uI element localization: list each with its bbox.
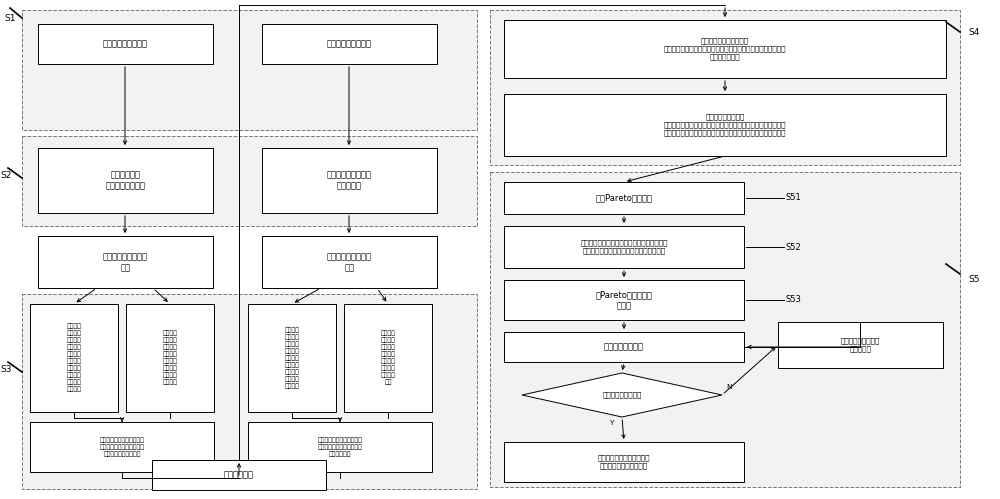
Text: 迭代次数超出预设值: 迭代次数超出预设值	[602, 392, 642, 398]
Text: S3: S3	[0, 365, 12, 375]
FancyBboxPatch shape	[30, 304, 118, 412]
Polygon shape	[522, 373, 722, 417]
Text: 将待预测日的日类型作为发
电神经网络的输入，获取待
预测日的负荷: 将待预测日的日类型作为发 电神经网络的输入，获取待 预测日的负荷	[318, 437, 362, 457]
Text: 与粒子群优化算法交
换迭代结果: 与粒子群优化算法交 换迭代结果	[841, 338, 880, 352]
FancyBboxPatch shape	[22, 294, 477, 489]
FancyBboxPatch shape	[126, 304, 214, 412]
FancyBboxPatch shape	[490, 10, 960, 165]
FancyBboxPatch shape	[504, 442, 744, 482]
Text: 以待预测
日的气象
类型在发
电相似日
筛选模型
中选择相
应气象类
型聚类的
历史光伏
发电数据: 以待预测 日的气象 类型在发 电相似日 筛选模型 中选择相 应气象类 型聚类的 …	[66, 324, 82, 392]
Text: 求Pareto最优点集的
最优解: 求Pareto最优点集的 最优解	[596, 290, 652, 310]
FancyBboxPatch shape	[38, 24, 213, 64]
Text: 将微电网控制参数及约束条件作为人工蜂群算
法、粒子群优化算法的输入参数和约束条件: 将微电网控制参数及约束条件作为人工蜂群算 法、粒子群优化算法的输入参数和约束条件	[580, 240, 668, 254]
FancyBboxPatch shape	[344, 304, 432, 412]
FancyBboxPatch shape	[262, 148, 437, 213]
FancyBboxPatch shape	[262, 24, 437, 64]
Text: 建立发电相似日筛选
模型: 建立发电相似日筛选 模型	[103, 252, 148, 272]
FancyBboxPatch shape	[504, 226, 744, 268]
Text: 人工蜂群算法迭代: 人工蜂群算法迭代	[604, 342, 644, 351]
FancyBboxPatch shape	[248, 422, 432, 472]
Text: 建立发电训练数据集: 建立发电训练数据集	[103, 39, 148, 48]
Text: S1: S1	[4, 14, 16, 23]
Text: 获取当日成本优化目标：
燃料消耗成本、发电单元运行管理成本、维护成本、微电网和配
电网的交互成本: 获取当日成本优化目标： 燃料消耗成本、发电单元运行管理成本、维护成本、微电网和配…	[664, 37, 786, 60]
FancyBboxPatch shape	[262, 236, 437, 288]
FancyBboxPatch shape	[490, 172, 960, 487]
Text: 获取当日约束条件：
电功率平衡约束、冷或热功率平衡约束、发电容量限制约束、可
控微源爬坡率约束、联络线传输容量约束、蓄电池存储容量约束: 获取当日约束条件： 电功率平衡约束、冷或热功率平衡约束、发电容量限制约束、可 控…	[664, 114, 786, 136]
FancyBboxPatch shape	[22, 136, 477, 226]
Text: 剔除异常数据，以日
类型为聚类: 剔除异常数据，以日 类型为聚类	[327, 171, 372, 191]
Text: 建立Pareto最优点集: 建立Pareto最优点集	[596, 194, 652, 203]
FancyBboxPatch shape	[504, 280, 744, 320]
Text: S51: S51	[786, 194, 802, 203]
FancyBboxPatch shape	[38, 148, 213, 213]
FancyBboxPatch shape	[504, 20, 946, 78]
Text: 建立负荷训练数据集: 建立负荷训练数据集	[327, 39, 372, 48]
Text: 以待预测
日的气象
类型在发
电训练数
据集中选
择相应气
象类型的
训练数据: 以待预测 日的气象 类型在发 电训练数 据集中选 择相应气 象类型的 训练数据	[162, 331, 178, 385]
Text: 建立负荷相似日筛选
模型: 建立负荷相似日筛选 模型	[327, 252, 372, 272]
Text: 将待预测日的气象类型作为
发电神经网络的输入，获取
待预测日的光伏发电量: 将待预测日的气象类型作为 发电神经网络的输入，获取 待预测日的光伏发电量	[100, 437, 144, 457]
Text: 输出人工蜂群算法的最优解
作为最优微电网控制参数: 输出人工蜂群算法的最优解 作为最优微电网控制参数	[598, 455, 650, 470]
Text: S53: S53	[786, 295, 802, 304]
FancyBboxPatch shape	[504, 182, 744, 214]
Text: 神经网络训练: 神经网络训练	[224, 471, 254, 480]
FancyBboxPatch shape	[22, 10, 477, 130]
Text: S5: S5	[968, 275, 980, 284]
FancyBboxPatch shape	[778, 322, 943, 368]
FancyBboxPatch shape	[504, 332, 744, 362]
FancyBboxPatch shape	[38, 236, 213, 288]
Text: 以待预测
日的日类
型在负荷
训练数据
集中选择
相应日类
型的训练
数据: 以待预测 日的日类 型在负荷 训练数据 集中选择 相应日类 型的训练 数据	[380, 331, 396, 385]
FancyBboxPatch shape	[504, 94, 946, 156]
Text: S4: S4	[968, 28, 979, 37]
Text: 以待预测
日的日类
型在负荷
相似日筛
选模型中
选择相应
日类型聚
类的历史
负荷数据: 以待预测 日的日类 型在负荷 相似日筛 选模型中 选择相应 日类型聚 类的历史 …	[285, 327, 300, 389]
Text: Y: Y	[610, 420, 614, 426]
FancyBboxPatch shape	[30, 422, 214, 472]
FancyBboxPatch shape	[248, 304, 336, 412]
Text: 剔除异常数据
以气象类型为聚类: 剔除异常数据 以气象类型为聚类	[106, 171, 146, 191]
Text: S2: S2	[0, 171, 11, 180]
FancyBboxPatch shape	[152, 460, 326, 490]
Text: S52: S52	[786, 243, 802, 251]
Text: N: N	[726, 384, 732, 390]
